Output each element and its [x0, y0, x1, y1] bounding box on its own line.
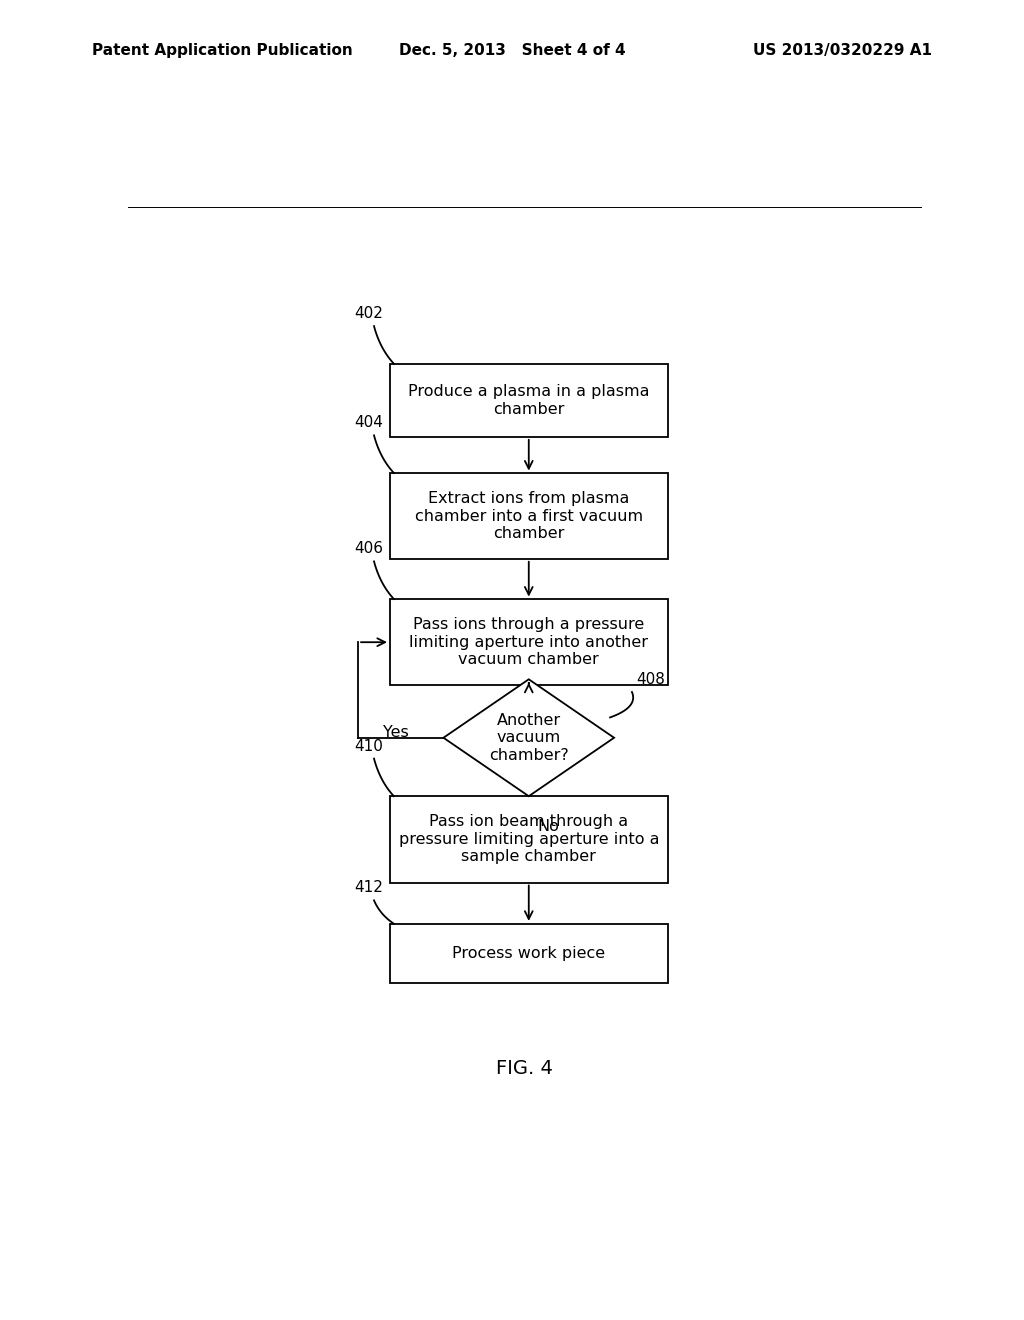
- Text: 406: 406: [354, 541, 383, 556]
- Text: 408: 408: [636, 672, 665, 686]
- Text: 410: 410: [354, 738, 383, 754]
- Text: Produce a plasma in a plasma
chamber: Produce a plasma in a plasma chamber: [408, 384, 649, 417]
- Text: Another
vacuum
chamber?: Another vacuum chamber?: [488, 713, 568, 763]
- Text: Pass ions through a pressure
limiting aperture into another
vacuum chamber: Pass ions through a pressure limiting ap…: [410, 618, 648, 667]
- Text: 412: 412: [354, 880, 383, 895]
- Text: Patent Application Publication: Patent Application Publication: [92, 42, 353, 58]
- Text: Extract ions from plasma
chamber into a first vacuum
chamber: Extract ions from plasma chamber into a …: [415, 491, 643, 541]
- Text: Process work piece: Process work piece: [453, 945, 605, 961]
- Text: FIG. 4: FIG. 4: [497, 1059, 553, 1077]
- Text: Yes: Yes: [383, 725, 409, 741]
- Text: Dec. 5, 2013   Sheet 4 of 4: Dec. 5, 2013 Sheet 4 of 4: [398, 42, 626, 58]
- Bar: [390, 599, 668, 685]
- Text: 402: 402: [354, 306, 383, 321]
- Bar: [390, 364, 668, 437]
- Bar: [390, 924, 668, 982]
- Text: No: No: [538, 820, 559, 834]
- Text: Pass ion beam through a
pressure limiting aperture into a
sample chamber: Pass ion beam through a pressure limitin…: [398, 814, 659, 865]
- Text: US 2013/0320229 A1: US 2013/0320229 A1: [753, 42, 932, 58]
- Text: 404: 404: [354, 416, 383, 430]
- Bar: [390, 473, 668, 560]
- Polygon shape: [443, 680, 614, 796]
- Bar: [390, 796, 668, 883]
